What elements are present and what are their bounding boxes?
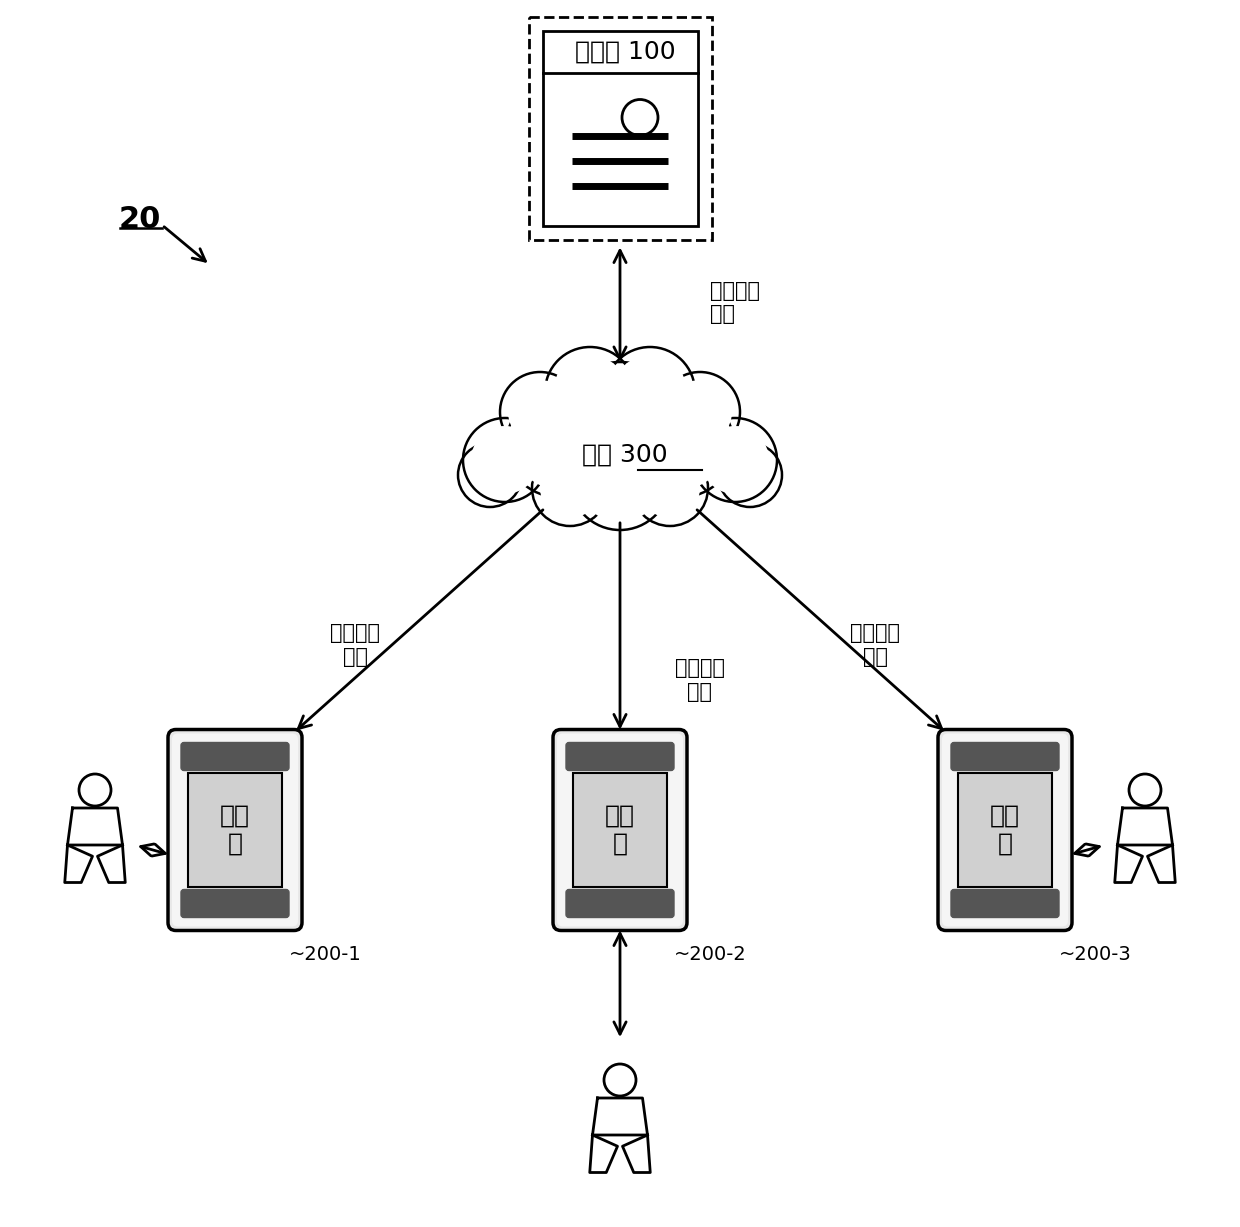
Circle shape	[701, 426, 769, 494]
Circle shape	[539, 458, 600, 518]
Circle shape	[570, 375, 670, 475]
FancyBboxPatch shape	[565, 890, 675, 918]
Circle shape	[693, 418, 777, 502]
Text: ~200-3: ~200-3	[1059, 945, 1132, 963]
Text: 头部装饰
图像: 头部装饰 图像	[675, 659, 725, 702]
Text: 客户
端: 客户 端	[990, 804, 1021, 855]
FancyBboxPatch shape	[959, 773, 1052, 886]
FancyBboxPatch shape	[553, 730, 687, 930]
FancyBboxPatch shape	[181, 742, 289, 771]
Circle shape	[613, 355, 687, 429]
Circle shape	[570, 429, 670, 530]
Text: 头部装饰
图像: 头部装饰 图像	[711, 281, 760, 324]
Circle shape	[639, 401, 725, 490]
FancyBboxPatch shape	[181, 890, 289, 918]
Circle shape	[506, 393, 610, 497]
Circle shape	[500, 372, 580, 452]
Polygon shape	[64, 845, 93, 882]
Text: 服务器 100: 服务器 100	[574, 39, 676, 64]
Circle shape	[553, 355, 627, 429]
FancyBboxPatch shape	[951, 742, 1059, 771]
Polygon shape	[67, 809, 123, 845]
Circle shape	[578, 438, 662, 521]
FancyBboxPatch shape	[172, 734, 298, 926]
Polygon shape	[1117, 809, 1173, 845]
Circle shape	[471, 426, 539, 494]
Text: 20: 20	[119, 205, 161, 234]
FancyBboxPatch shape	[528, 16, 712, 239]
Text: 头部装饰
图像: 头部装饰 图像	[849, 623, 900, 666]
Polygon shape	[1147, 845, 1176, 882]
Polygon shape	[1115, 845, 1142, 882]
Text: 客户
端: 客户 端	[605, 804, 635, 855]
Circle shape	[605, 347, 694, 437]
FancyBboxPatch shape	[543, 31, 697, 226]
FancyBboxPatch shape	[942, 734, 1068, 926]
Circle shape	[560, 371, 680, 490]
Circle shape	[630, 393, 734, 497]
Text: 头部装饰
图像: 头部装饰 图像	[330, 623, 379, 666]
FancyBboxPatch shape	[557, 734, 683, 926]
Circle shape	[552, 362, 688, 498]
Polygon shape	[590, 1135, 618, 1173]
Text: 客户
端: 客户 端	[219, 804, 250, 855]
Circle shape	[660, 372, 740, 452]
Text: ~200-1: ~200-1	[289, 945, 362, 963]
Circle shape	[668, 380, 732, 444]
Circle shape	[463, 418, 547, 502]
Polygon shape	[622, 1135, 650, 1173]
Polygon shape	[98, 845, 125, 882]
FancyBboxPatch shape	[951, 890, 1059, 918]
Polygon shape	[593, 1098, 647, 1135]
Circle shape	[546, 347, 635, 437]
Circle shape	[640, 458, 701, 518]
FancyBboxPatch shape	[565, 742, 675, 771]
FancyBboxPatch shape	[167, 730, 303, 930]
Circle shape	[632, 450, 708, 526]
Circle shape	[508, 380, 572, 444]
Circle shape	[718, 443, 782, 507]
FancyBboxPatch shape	[573, 773, 667, 886]
FancyBboxPatch shape	[937, 730, 1073, 930]
Circle shape	[532, 450, 608, 526]
Circle shape	[515, 401, 601, 490]
Circle shape	[458, 443, 522, 507]
Text: ~200-2: ~200-2	[675, 945, 746, 963]
Text: 网络 300: 网络 300	[583, 443, 668, 467]
FancyBboxPatch shape	[188, 773, 281, 886]
